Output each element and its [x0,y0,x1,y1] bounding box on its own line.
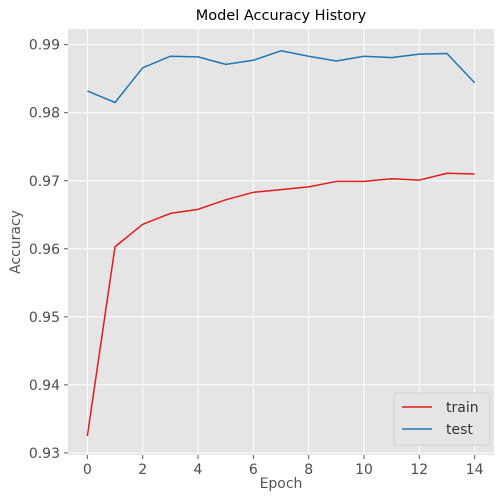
y-axis-label: Accuracy [8,210,24,274]
legend-box [393,392,491,446]
legend: train test [393,392,491,446]
x-tick-label: 12 [410,462,428,478]
x-tick-label: 10 [355,462,373,478]
x-tick-label: 8 [304,462,313,478]
y-tick-label: 0.93 [29,446,60,462]
legend-label-test: test [446,422,473,438]
chart-title: Model Accuracy History [196,8,367,24]
y-tick-label: 0.95 [29,310,60,326]
plot-area [68,29,494,455]
tick-labels: 0 2 4 6 8 10 12 14 0.93 0.94 0.95 0.96 0.97 0.98 0.99 [29,38,484,478]
y-tick-label: 0.97 [29,174,60,190]
x-tick-label: 0 [83,462,92,478]
x-tick-label: 6 [249,462,258,478]
series-lines [86,50,476,437]
x-tick-label: 14 [466,462,484,478]
legend-label-train: train [446,400,479,416]
x-tick-label: 2 [138,462,147,478]
y-tick-label: 0.98 [29,106,60,122]
y-tick-label: 0.94 [29,378,60,394]
y-tick-label: 0.96 [29,242,60,258]
grid-lines [68,29,494,455]
x-tick-label: 4 [194,462,203,478]
x-axis-label: Epoch [260,476,303,492]
y-tick-label: 0.99 [29,38,60,54]
